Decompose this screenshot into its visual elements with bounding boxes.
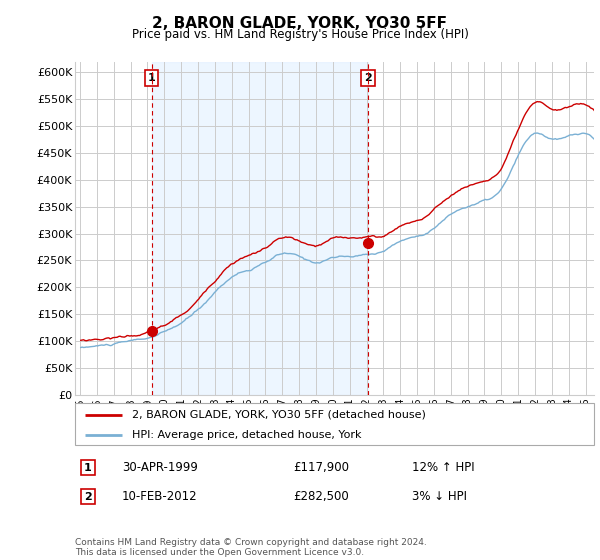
Text: 1: 1 — [148, 73, 155, 83]
Text: £117,900: £117,900 — [293, 461, 349, 474]
Text: 2, BARON GLADE, YORK, YO30 5FF (detached house): 2, BARON GLADE, YORK, YO30 5FF (detached… — [132, 409, 426, 419]
Text: 2: 2 — [364, 73, 372, 83]
Text: 1: 1 — [84, 463, 92, 473]
Text: 12% ↑ HPI: 12% ↑ HPI — [412, 461, 475, 474]
Text: 10-FEB-2012: 10-FEB-2012 — [122, 490, 197, 503]
Text: 30-APR-1999: 30-APR-1999 — [122, 461, 197, 474]
Text: Price paid vs. HM Land Registry's House Price Index (HPI): Price paid vs. HM Land Registry's House … — [131, 28, 469, 41]
Text: £282,500: £282,500 — [293, 490, 349, 503]
Text: 2: 2 — [84, 492, 92, 502]
Text: 2, BARON GLADE, YORK, YO30 5FF: 2, BARON GLADE, YORK, YO30 5FF — [152, 16, 448, 31]
Text: 3% ↓ HPI: 3% ↓ HPI — [412, 490, 467, 503]
Text: Contains HM Land Registry data © Crown copyright and database right 2024.
This d: Contains HM Land Registry data © Crown c… — [75, 538, 427, 557]
Bar — [152, 62, 368, 395]
Text: HPI: Average price, detached house, York: HPI: Average price, detached house, York — [132, 430, 362, 440]
